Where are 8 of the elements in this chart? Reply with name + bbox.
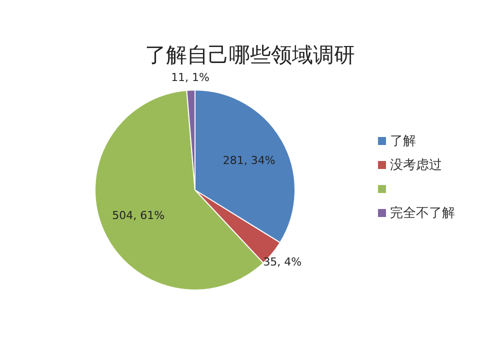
data-label: 281, 34%: [222, 154, 276, 167]
legend-label: 了解: [390, 134, 416, 149]
data-label: 11, 1%: [171, 71, 210, 84]
legend-label: 完全不了解: [390, 205, 455, 221]
data-label: 35, 4%: [263, 256, 302, 269]
chart-title: 了解自己哪些领域调研: [145, 43, 355, 67]
legend-label: 没考虑过: [390, 158, 442, 173]
data-label: 504, 61%: [112, 209, 165, 222]
